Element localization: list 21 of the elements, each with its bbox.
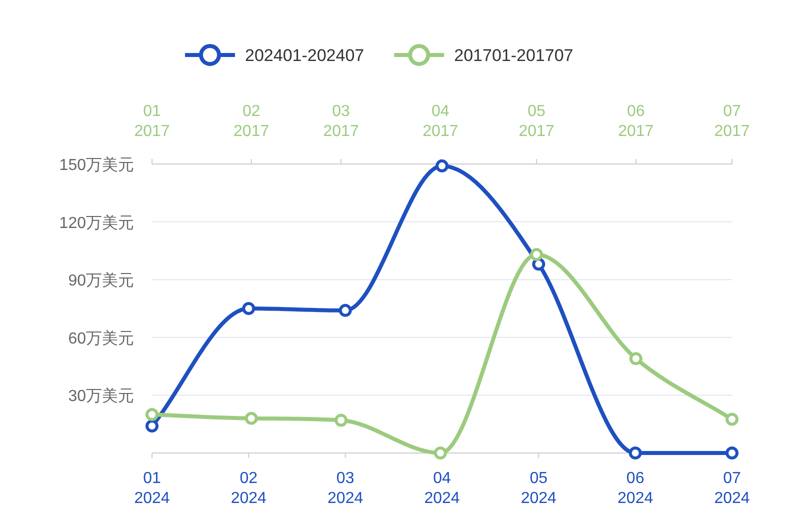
x2-tick-label: 04 2017 — [422, 103, 458, 140]
x2-tick-label: 01 2017 — [134, 103, 170, 140]
x2-tick-label: 02 2017 — [234, 103, 270, 140]
x-tick-label: 03 2024 — [328, 470, 364, 507]
x2-tick-label: 07 2017 — [714, 103, 750, 140]
legend-label: 202401-202407 — [245, 46, 364, 65]
y-tick-label: 150万美元 — [59, 156, 134, 174]
x-tick-label: 06 2024 — [618, 470, 654, 507]
x-tick-label: 07 2024 — [714, 470, 750, 507]
y-tick-label: 120万美元 — [59, 214, 134, 232]
legend-label: 201701-201707 — [454, 46, 574, 65]
x-tick-label: 02 2024 — [230, 470, 267, 507]
x2-tick-label: 06 2017 — [618, 103, 654, 140]
y-tick-label: 30万美元 — [68, 387, 134, 406]
x-tick-label: 01 2024 — [134, 470, 170, 507]
y-tick-label: 90万美元 — [68, 272, 134, 290]
x2-tick-label: 05 2017 — [518, 103, 554, 140]
x-tick-label: 05 2024 — [520, 470, 557, 507]
y-tick-label: 60万美元 — [68, 329, 134, 348]
x2-tick-label: 03 2017 — [323, 103, 359, 140]
x-tick-label: 04 2024 — [424, 470, 460, 507]
